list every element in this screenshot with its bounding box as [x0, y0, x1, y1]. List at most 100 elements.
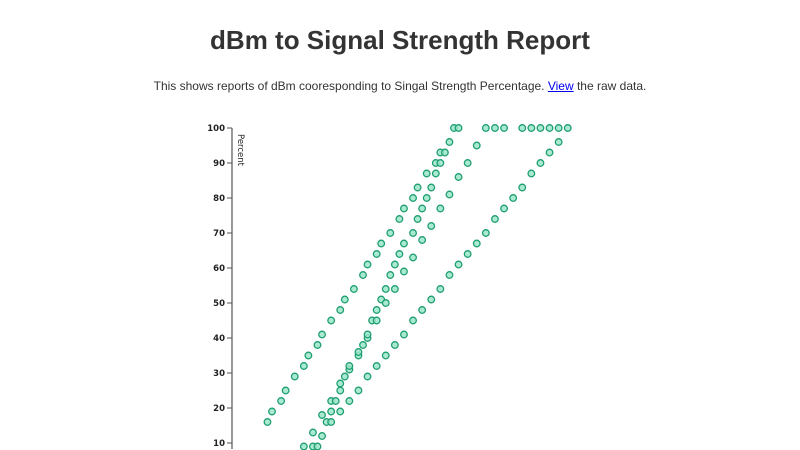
data-point: [354, 348, 363, 356]
data-point: [427, 222, 436, 230]
data-point: [445, 190, 454, 199]
y-tick-label: 30: [213, 369, 225, 379]
data-point: [445, 271, 454, 279]
data-point: [327, 407, 336, 416]
data-point: [336, 306, 345, 314]
data-point: [327, 316, 336, 325]
data-point: [427, 183, 436, 192]
data-point: [418, 204, 427, 213]
data-point: [400, 204, 408, 213]
data-point: [409, 229, 417, 237]
data-point: [263, 418, 272, 426]
data-point: [313, 442, 322, 450]
view-raw-data-link[interactable]: View: [547, 79, 574, 93]
data-point: [290, 372, 299, 381]
data-point: [381, 299, 390, 307]
data-point: [445, 138, 454, 146]
data-point: [554, 138, 563, 146]
data-point: [318, 411, 326, 419]
data-point: [527, 124, 536, 132]
data-point: [413, 215, 422, 223]
data-point: [336, 379, 345, 388]
data-point: [386, 271, 395, 279]
data-point: [277, 397, 286, 405]
data-point: [536, 124, 545, 132]
data-point: [491, 215, 499, 223]
data-point: [386, 229, 395, 237]
data-point: [431, 169, 440, 178]
data-point: [518, 124, 527, 132]
y-tick-label: 10: [213, 439, 225, 449]
y-axis-label: Percent: [235, 134, 245, 167]
data-point: [463, 250, 472, 258]
data-point: [340, 295, 349, 304]
data-point: [527, 169, 536, 178]
y-tick: 10: [213, 439, 232, 449]
data-point: [545, 148, 554, 157]
data-point: [409, 253, 417, 262]
data-point: [309, 428, 317, 437]
data-point: [491, 124, 499, 132]
data-point: [304, 351, 313, 360]
y-tick-label: 60: [213, 264, 225, 274]
data-point: [400, 239, 408, 248]
data-point: [363, 260, 372, 269]
data-point: [354, 386, 363, 395]
y-tick: 100: [207, 124, 232, 134]
data-point: [563, 124, 572, 132]
data-point: [472, 239, 481, 248]
data-point: [381, 351, 390, 360]
data-point: [390, 285, 399, 293]
data-point: [500, 204, 508, 213]
data-point: [454, 260, 463, 269]
description-after: the raw data.: [573, 79, 647, 93]
data-point: [454, 124, 463, 132]
y-tick: 30: [213, 369, 232, 379]
data-point: [440, 148, 449, 157]
y-tick-label: 100: [207, 124, 225, 134]
data-point: [331, 397, 340, 405]
data-point: [409, 194, 417, 202]
data-point: [422, 169, 431, 178]
data-point: [349, 285, 358, 293]
y-tick: 60: [213, 264, 232, 274]
page-title: dBm to Signal Strength Report: [210, 25, 590, 55]
data-point: [554, 124, 563, 132]
data-point: [318, 330, 326, 339]
y-tick-label: 90: [213, 159, 225, 169]
y-tick: 50: [213, 299, 232, 309]
data-point: [372, 250, 381, 258]
data-point: [427, 295, 436, 304]
data-point: [481, 124, 490, 132]
y-tick: 80: [213, 194, 232, 204]
data-point: [299, 362, 308, 370]
y-tick-label: 50: [213, 299, 225, 309]
data-point: [318, 432, 326, 440]
data-point: [436, 285, 445, 293]
data-point: [472, 141, 481, 150]
data-point: [345, 397, 354, 405]
data-point: [363, 372, 372, 381]
data-point: [454, 173, 463, 181]
page-description: This shows reports of dBm cooresponding …: [0, 79, 800, 93]
data-point: [422, 194, 431, 202]
data-point: [463, 159, 472, 167]
data-point: [395, 250, 404, 258]
data-point: [336, 386, 345, 395]
data-point: [372, 362, 381, 370]
data-point: [372, 306, 381, 314]
data-point: [377, 239, 386, 248]
y-tick: 40: [213, 334, 232, 344]
data-point: [400, 330, 408, 339]
data-point: [381, 285, 390, 293]
data-point: [336, 407, 345, 416]
y-tick-label: 80: [213, 194, 225, 204]
data-point: [418, 236, 427, 244]
y-tick-label: 40: [213, 334, 225, 344]
data-point: [340, 372, 349, 381]
y-tick-label: 70: [213, 229, 225, 239]
data-point: [299, 442, 308, 450]
data-point: [390, 260, 399, 269]
